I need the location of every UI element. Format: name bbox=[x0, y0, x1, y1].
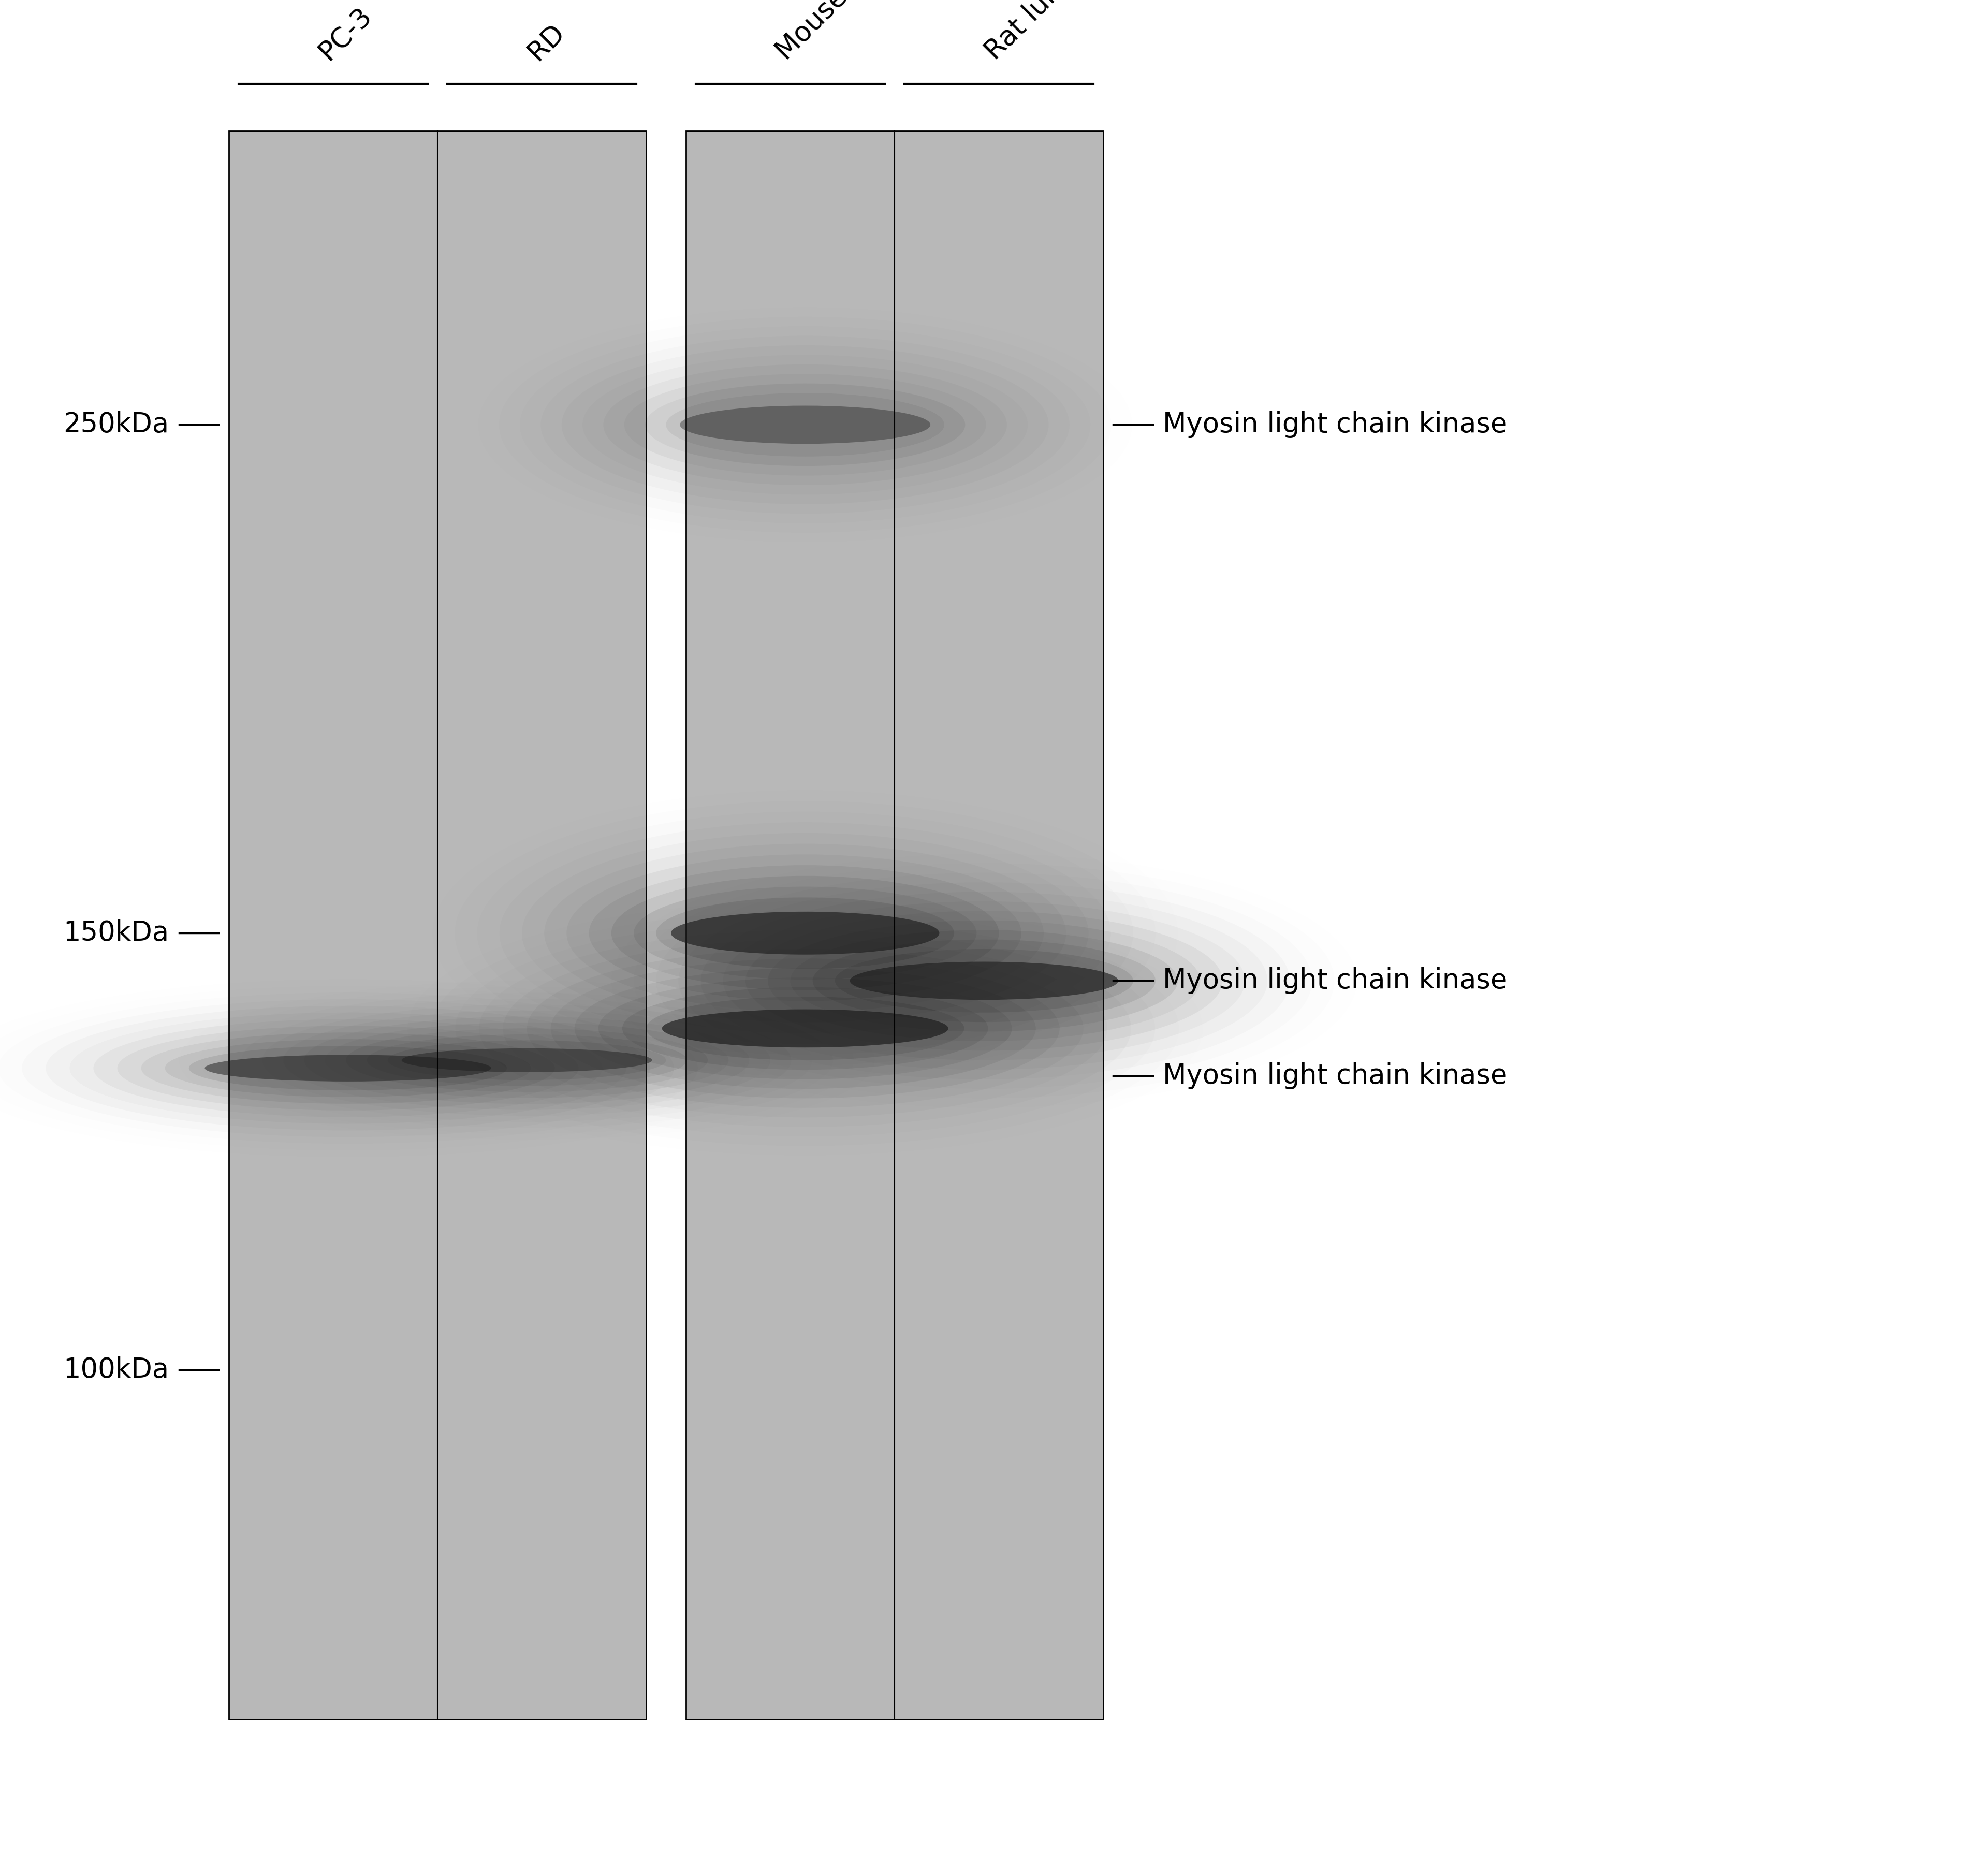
Ellipse shape bbox=[851, 963, 1117, 1000]
Text: 100kDa: 100kDa bbox=[64, 1357, 169, 1383]
Bar bbox=[229, 131, 646, 1719]
Text: 150kDa: 150kDa bbox=[64, 920, 169, 946]
Text: RD: RD bbox=[523, 19, 571, 65]
Text: Myosin light chain kinase: Myosin light chain kinase bbox=[1163, 411, 1507, 437]
Ellipse shape bbox=[165, 1039, 531, 1097]
Bar bbox=[686, 131, 1103, 1719]
Text: PC-3: PC-3 bbox=[314, 2, 378, 65]
Ellipse shape bbox=[622, 987, 988, 1069]
Ellipse shape bbox=[646, 996, 964, 1060]
Ellipse shape bbox=[575, 968, 1036, 1090]
Ellipse shape bbox=[662, 1009, 948, 1047]
Ellipse shape bbox=[551, 959, 1060, 1099]
Text: Myosin light chain kinase: Myosin light chain kinase bbox=[1163, 968, 1507, 994]
Text: Myosin light chain kinase: Myosin light chain kinase bbox=[1163, 1063, 1507, 1090]
Ellipse shape bbox=[634, 886, 976, 979]
Ellipse shape bbox=[205, 1054, 491, 1082]
Ellipse shape bbox=[402, 1049, 652, 1073]
Ellipse shape bbox=[813, 940, 1155, 1022]
Ellipse shape bbox=[588, 865, 1022, 1002]
Ellipse shape bbox=[388, 1041, 666, 1080]
Ellipse shape bbox=[767, 920, 1201, 1041]
Ellipse shape bbox=[366, 1034, 688, 1086]
Ellipse shape bbox=[672, 912, 940, 955]
Ellipse shape bbox=[835, 949, 1133, 1013]
Ellipse shape bbox=[598, 977, 1012, 1078]
Ellipse shape bbox=[656, 897, 954, 968]
Ellipse shape bbox=[612, 877, 1000, 991]
Text: 250kDa: 250kDa bbox=[64, 411, 169, 437]
Ellipse shape bbox=[346, 1028, 708, 1091]
Ellipse shape bbox=[680, 406, 930, 443]
Ellipse shape bbox=[644, 383, 966, 465]
Ellipse shape bbox=[189, 1047, 507, 1090]
Ellipse shape bbox=[789, 931, 1177, 1032]
Text: Rat lung: Rat lung bbox=[980, 0, 1079, 65]
Text: Mouse lung: Mouse lung bbox=[771, 0, 901, 65]
Ellipse shape bbox=[141, 1032, 555, 1105]
Ellipse shape bbox=[666, 392, 944, 456]
